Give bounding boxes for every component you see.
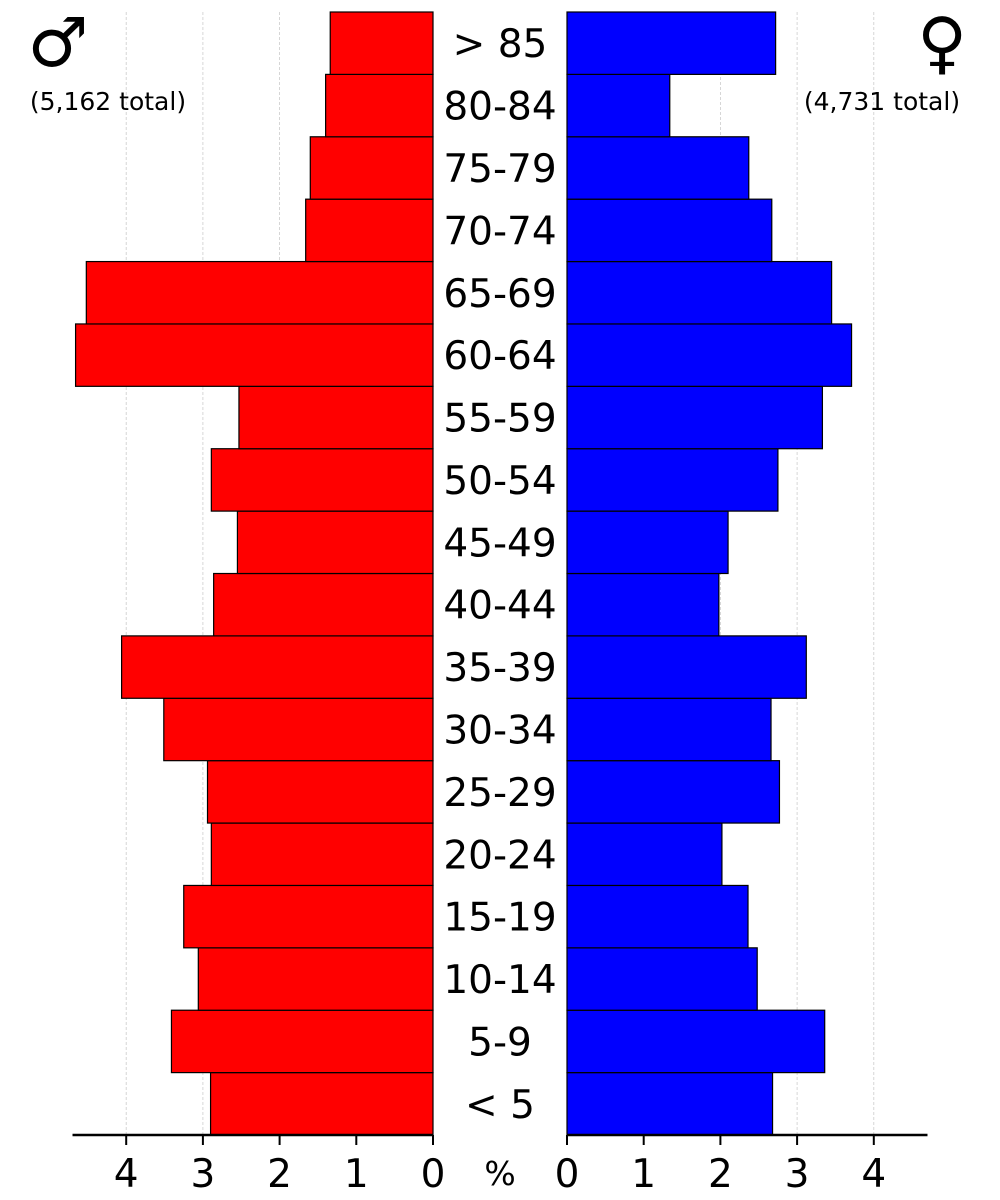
- x-tick-label: 2: [267, 1152, 292, 1197]
- female-bar: [566, 136, 750, 200]
- female-bar: [566, 73, 671, 138]
- male-bar: [209, 1072, 434, 1136]
- x-tick-label: 1: [344, 1152, 369, 1197]
- male-bar: [309, 136, 434, 200]
- age-group-label: < 5: [465, 1083, 535, 1128]
- female-bar: [566, 1072, 774, 1136]
- x-tick-label: 3: [785, 1152, 810, 1197]
- age-group-label: 80-84: [443, 85, 556, 130]
- x-tick-label: 0: [421, 1152, 446, 1197]
- female-bar: [566, 822, 723, 887]
- male-bar: [74, 323, 434, 387]
- x-tick-label: 4: [114, 1152, 139, 1197]
- female-bar: [566, 323, 853, 387]
- female-total-label: (4,731 total): [804, 87, 960, 116]
- age-group-label: 65-69: [443, 272, 556, 317]
- female-bar: [566, 385, 824, 450]
- age-group-label: 25-29: [443, 771, 556, 816]
- female-bar: [566, 635, 807, 699]
- unit-label: %: [484, 1154, 515, 1193]
- male-bar: [197, 947, 434, 1011]
- axes: 0 0 1 1 2 2 3 3 4 4%: [72, 1133, 928, 1197]
- x-tick-label: 0: [555, 1152, 580, 1197]
- age-group-label: 15-19: [443, 896, 556, 941]
- female-bar: [566, 884, 749, 949]
- male-bar: [210, 822, 434, 887]
- age-group-label: 70-74: [443, 209, 556, 254]
- age-group-label: 10-14: [443, 958, 556, 1003]
- x-tick-label: 3: [190, 1152, 215, 1197]
- male-bar: [85, 260, 434, 325]
- x-tick-label: 4: [861, 1152, 886, 1197]
- x-tick-label: 1: [631, 1152, 656, 1197]
- age-group-label: 20-24: [443, 833, 556, 878]
- age-group-label: 50-54: [443, 459, 556, 504]
- age-group-label: 60-64: [443, 334, 556, 379]
- age-group-label: > 85: [453, 22, 548, 67]
- bars: [74, 11, 853, 1136]
- male-bar: [183, 884, 434, 949]
- male-bar: [120, 635, 434, 699]
- male-bar: [210, 448, 434, 512]
- age-group-label: 75-79: [443, 147, 556, 192]
- male-total-label: (5,162 total): [30, 87, 186, 116]
- male-bar: [238, 385, 434, 450]
- male-bar: [213, 572, 434, 637]
- age-group-label: 40-44: [443, 584, 556, 629]
- male-bar: [305, 198, 434, 263]
- male-bar: [206, 760, 434, 824]
- male-bar: [325, 73, 434, 138]
- female-bar: [566, 760, 781, 824]
- female-bar: [566, 1009, 826, 1074]
- legend: ♂ (5,162 total) ♀ (4,731 total): [28, 4, 967, 116]
- female-bar: [566, 448, 779, 512]
- age-group-labels: < 5 5-9 10-14 15-19 20-24 25-29 30-34 35-39 40-4…: [443, 22, 556, 1128]
- age-group-label: 45-49: [443, 521, 556, 566]
- male-bar: [236, 510, 434, 575]
- female-bar: [566, 572, 720, 637]
- age-group-label: 5-9: [468, 1020, 532, 1065]
- male-bar: [329, 11, 434, 75]
- male-bar: [163, 697, 434, 762]
- female-bar: [566, 510, 729, 575]
- x-tick-label: 2: [708, 1152, 733, 1197]
- male-bar: [170, 1009, 434, 1074]
- female-symbol: ♀: [917, 4, 967, 83]
- age-group-label: 35-39: [443, 646, 556, 691]
- female-bar: [566, 697, 772, 762]
- female-bar: [566, 947, 758, 1011]
- female-bar: [566, 11, 777, 75]
- age-group-label: 55-59: [443, 397, 556, 442]
- male-symbol: ♂: [28, 4, 89, 83]
- female-bar: [566, 198, 773, 263]
- female-bar: [566, 260, 833, 325]
- age-group-label: 30-34: [443, 708, 556, 753]
